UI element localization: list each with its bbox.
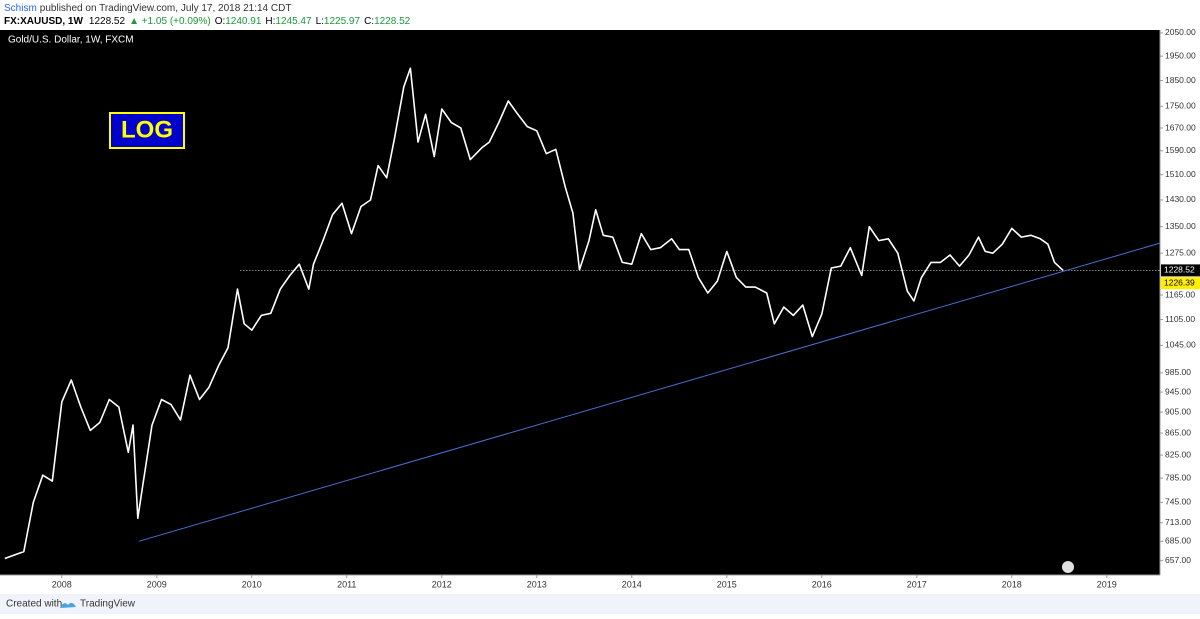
y-tick-label: 945.00 [1165,386,1191,396]
ideas-icon[interactable] [1062,561,1074,573]
y-tick-label: 825.00 [1165,449,1191,459]
x-tick-label: 2019 [1097,579,1117,589]
y-tick-label: 1105.00 [1165,314,1195,324]
header-bar [0,0,1200,30]
footer-created: Created with [6,599,62,610]
y-tick-label: 865.00 [1165,427,1191,437]
y-tick-label: 657.00 [1165,555,1191,565]
y-tick-label: 685.00 [1165,536,1191,546]
y-tick-label: 1510.00 [1165,169,1196,179]
time-axis [0,575,1160,594]
y-tick-label: 2050.00 [1165,27,1196,37]
y-tick-label: 1275.00 [1165,247,1196,257]
plot-area [0,30,1160,575]
y-tick-label: 1350.00 [1165,221,1196,231]
x-tick-label: 2017 [907,579,927,589]
footer-bar [0,594,1200,614]
y-tick-label: 1850.00 [1165,75,1196,85]
tv-logo [60,602,76,608]
price-axis [1160,30,1200,594]
y-tick-label: 1045.00 [1165,340,1196,350]
trendline [138,242,1161,542]
trend-label: 1226.39 [1164,277,1195,287]
open: 1240.91 [225,16,262,27]
x-tick-label: 2010 [242,579,262,589]
x-tick-label: 2011 [337,579,356,589]
x-tick-label: 2009 [147,579,167,589]
y-tick-label: 745.00 [1165,497,1191,507]
header-line: Schism published on TradingView.com, July… [4,3,291,14]
x-tick-label: 2013 [527,579,547,589]
y-tick-label: 1950.00 [1165,50,1196,60]
change: ▲ +1.05 (+0.09%) [129,16,211,27]
y-tick-label: 1590.00 [1165,145,1196,155]
trend-label-bg [1161,277,1200,290]
x-tick-label: 2014 [622,579,642,589]
published: published on TradingView.com, July 17, 2… [40,3,292,14]
symbol-line: FX:XAUUSD, 1W 1228.52 ▲ +1.05 (+0.09%) O:12… [4,16,411,27]
y-tick-label: 1750.00 [1165,101,1196,111]
low: 1225.97 [324,16,361,27]
x-tick-label: 2012 [432,579,452,589]
close-label: C: [364,16,374,27]
x-tick-label: 2018 [1002,579,1022,589]
x-tick-label: 2015 [717,579,737,589]
price-label: 1228.52 [1164,265,1195,275]
annotation-box [109,112,185,149]
last-price: 1228.52 [89,16,126,27]
y-tick-label: 1430.00 [1165,194,1196,204]
high: 1245.47 [275,16,312,27]
y-tick-label: 713.00 [1165,517,1191,527]
footer-brand[interactable]: TradingView [80,599,136,610]
y-tick-label: 905.00 [1165,406,1191,416]
symbol: FX:XAUUSD, 1W [4,16,83,27]
y-tick-label: 985.00 [1165,367,1191,377]
x-tick-label: 2008 [52,579,72,589]
y-tick-label: 1165.00 [1165,289,1195,299]
x-tick-label: 2016 [812,579,832,589]
close: 1228.52 [374,16,411,27]
open-label: O: [215,16,226,27]
low-label: L: [316,16,324,27]
author[interactable]: Schism [4,3,37,14]
price-series [4,67,1064,560]
high-label: H: [265,16,275,27]
annotation-text: LOG [121,116,173,143]
y-tick-label: 785.00 [1165,472,1191,482]
price-label-bg [1161,264,1200,277]
y-tick-label: 1670.00 [1165,122,1196,132]
chart-title: Gold/U.S. Dollar, 1W, FXCM [8,35,134,46]
